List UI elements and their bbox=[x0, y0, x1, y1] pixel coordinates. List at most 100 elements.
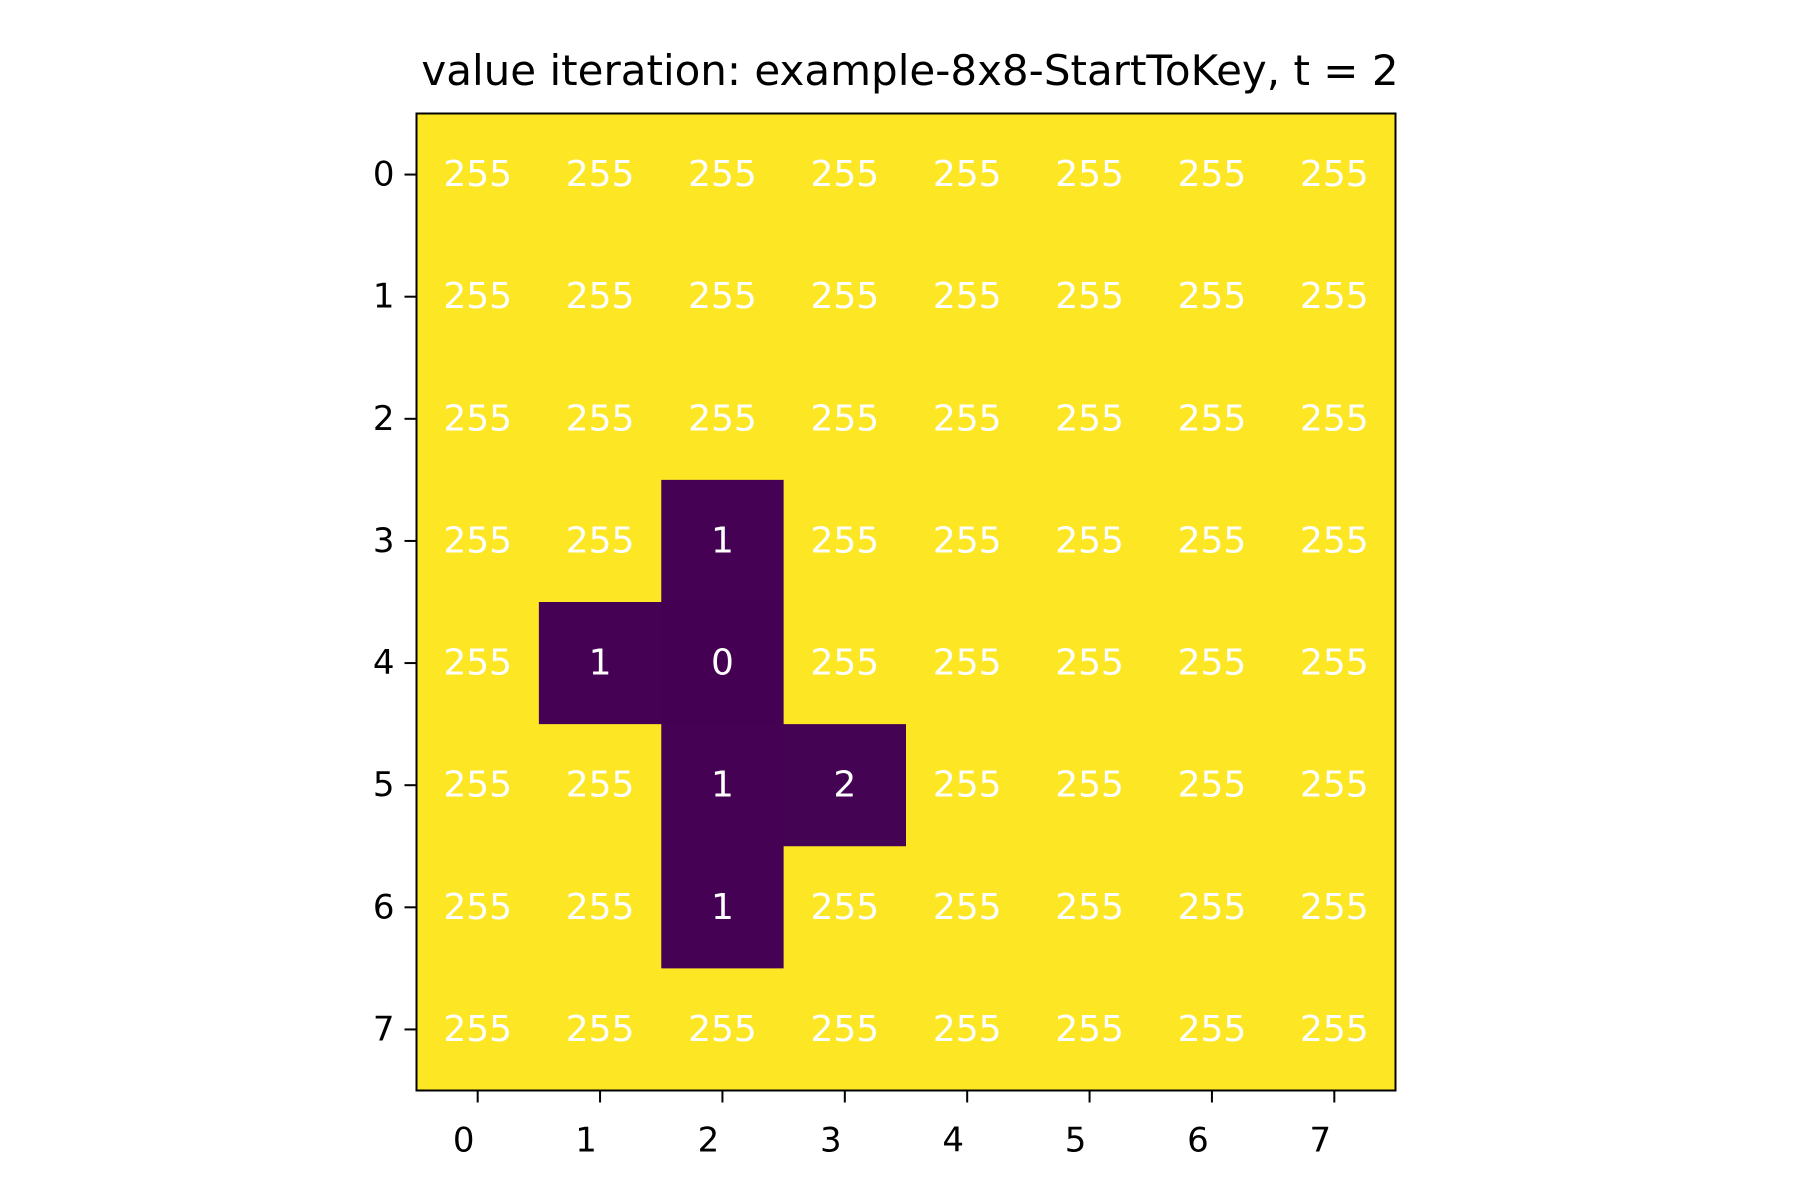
cell-value-label: 255 bbox=[566, 765, 635, 806]
heatmap-cell bbox=[1028, 479, 1152, 603]
heatmap-cell bbox=[661, 724, 785, 847]
cell-value-label: 255 bbox=[566, 276, 635, 317]
heatmap-cell bbox=[1150, 357, 1274, 481]
y-tick-label: 4 bbox=[373, 643, 395, 683]
cell-value-label: 255 bbox=[566, 520, 635, 561]
heatmap-cell bbox=[783, 724, 907, 847]
x-tick-label: 1 bbox=[575, 1121, 597, 1161]
y-tick-label: 7 bbox=[373, 1009, 395, 1049]
cell-value-label: 255 bbox=[443, 276, 512, 317]
heatmap-cell bbox=[1273, 479, 1397, 603]
cell-value-label: 255 bbox=[566, 1009, 635, 1050]
cell-value-label: 255 bbox=[1300, 887, 1369, 928]
heatmap-cell bbox=[538, 235, 662, 359]
heatmap-cell bbox=[1150, 235, 1274, 359]
heatmap-cell bbox=[661, 479, 785, 603]
heatmap-cell bbox=[1150, 724, 1274, 847]
cell-value-label: 2 bbox=[833, 765, 856, 806]
x-tick-label: 4 bbox=[942, 1121, 964, 1161]
cell-value-label: 255 bbox=[1300, 1009, 1369, 1050]
cell-value-label: 255 bbox=[1055, 520, 1124, 561]
cell-value-label: 255 bbox=[1055, 887, 1124, 928]
cell-value-label: 255 bbox=[933, 1009, 1002, 1050]
heatmap-cell bbox=[1028, 235, 1152, 359]
x-tick-label: 2 bbox=[698, 1121, 720, 1161]
cell-value-label: 255 bbox=[810, 154, 879, 195]
cell-value-label: 255 bbox=[1178, 154, 1247, 195]
cell-value-label: 255 bbox=[933, 276, 1002, 317]
cell-value-label: 255 bbox=[1178, 276, 1247, 317]
heatmap-cell bbox=[783, 113, 907, 237]
heatmap-cell bbox=[906, 479, 1029, 603]
cell-value-label: 255 bbox=[688, 398, 757, 439]
cell-value-label: 255 bbox=[933, 154, 1002, 195]
heatmap-cell bbox=[1150, 479, 1274, 603]
cell-value-label: 255 bbox=[810, 887, 879, 928]
heatmap-cell bbox=[906, 968, 1029, 1092]
heatmap-cell bbox=[1273, 602, 1397, 725]
heatmap-cell bbox=[906, 602, 1029, 725]
y-tick-label: 2 bbox=[373, 399, 395, 439]
y-tick-label: 1 bbox=[373, 277, 395, 317]
cell-value-label: 255 bbox=[688, 276, 757, 317]
heatmap-cell bbox=[1150, 968, 1274, 1092]
cell-value-label: 255 bbox=[443, 643, 512, 684]
y-tick-label: 0 bbox=[373, 155, 395, 195]
heatmap-cell bbox=[538, 724, 662, 847]
cell-value-label: 255 bbox=[1178, 765, 1247, 806]
cell-value-label: 255 bbox=[1178, 643, 1247, 684]
cell-value-label: 255 bbox=[933, 765, 1002, 806]
heatmap-cell bbox=[783, 479, 907, 603]
cell-value-label: 255 bbox=[443, 765, 512, 806]
heatmap-cell bbox=[783, 357, 907, 481]
heatmap-cell bbox=[1273, 846, 1397, 969]
heatmap-cell bbox=[1273, 724, 1397, 847]
cell-value-label: 255 bbox=[1300, 765, 1369, 806]
heatmap-cell bbox=[1273, 235, 1397, 359]
cell-value-label: 255 bbox=[1300, 398, 1369, 439]
cell-value-label: 255 bbox=[810, 398, 879, 439]
heatmap-cells bbox=[416, 113, 1397, 1092]
heatmap-cell bbox=[783, 602, 907, 725]
heatmap-cell bbox=[416, 357, 540, 481]
cell-value-label: 255 bbox=[566, 154, 635, 195]
heatmap-cell bbox=[906, 235, 1029, 359]
cell-value-label: 1 bbox=[589, 643, 612, 684]
y-axis: 0 1 2 3 4 5 6 7 bbox=[373, 155, 417, 1049]
heatmap-cell bbox=[661, 113, 785, 237]
heatmap-cell bbox=[906, 724, 1029, 847]
heatmap-cell bbox=[906, 113, 1029, 237]
heatmap-cell bbox=[416, 113, 540, 237]
cell-value-labels: 255 255 255 255 255 255 255 255 255 255 255 255 255 2… bbox=[443, 154, 1368, 1050]
cell-value-label: 255 bbox=[1055, 398, 1124, 439]
cell-value-label: 255 bbox=[933, 887, 1002, 928]
cell-value-label: 1 bbox=[711, 520, 734, 561]
heatmap-cell bbox=[661, 357, 785, 481]
heatmap-cell bbox=[416, 479, 540, 603]
cell-value-label: 255 bbox=[1178, 1009, 1247, 1050]
heatmap-cell bbox=[783, 846, 907, 969]
y-tick-label: 5 bbox=[373, 765, 395, 805]
heatmap-cell bbox=[783, 235, 907, 359]
x-axis: 0 1 2 3 4 5 6 7 bbox=[453, 1090, 1336, 1161]
cell-value-label: 255 bbox=[1178, 887, 1247, 928]
heatmap-cell bbox=[783, 968, 907, 1092]
heatmap-cell bbox=[1028, 357, 1152, 481]
cell-value-label: 255 bbox=[566, 887, 635, 928]
cell-value-label: 255 bbox=[933, 643, 1002, 684]
y-tick-label: 3 bbox=[373, 521, 395, 561]
heatmap-cell bbox=[1028, 846, 1152, 969]
cell-value-label: 255 bbox=[1300, 520, 1369, 561]
heatmap-cell bbox=[661, 235, 785, 359]
cell-value-label: 0 bbox=[711, 643, 734, 684]
cell-value-label: 255 bbox=[566, 398, 635, 439]
cell-value-label: 255 bbox=[1300, 643, 1369, 684]
cell-value-label: 255 bbox=[688, 154, 757, 195]
chart-title: value iteration: example-8x8-StartToKey,… bbox=[421, 46, 1398, 95]
cell-value-label: 255 bbox=[933, 520, 1002, 561]
cell-value-label: 255 bbox=[443, 520, 512, 561]
cell-value-label: 1 bbox=[711, 765, 734, 806]
heatmap-cell bbox=[1028, 724, 1152, 847]
heatmap-cell bbox=[416, 235, 540, 359]
heatmap-cell bbox=[1028, 968, 1152, 1092]
